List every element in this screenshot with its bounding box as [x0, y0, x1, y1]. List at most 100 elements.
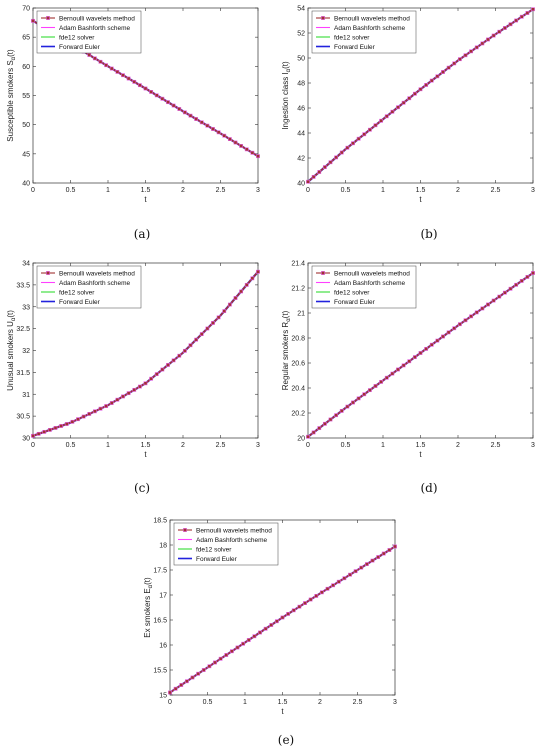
bernoulli-marker — [480, 306, 485, 311]
bernoulli-marker — [486, 302, 490, 307]
bernoulli-marker — [149, 376, 154, 381]
y-tick-label: 33.5 — [16, 282, 30, 289]
bernoulli-marker — [469, 314, 474, 319]
x-tick-label: 0.5 — [203, 699, 213, 706]
x-tick-label: 3 — [256, 442, 260, 449]
y-tick-label: 20.6 — [291, 361, 305, 368]
caption-d: (d) — [420, 481, 438, 495]
bernoulli-marker — [396, 367, 400, 372]
bernoulli-marker — [356, 396, 361, 401]
y-axis-label: Susceptible smokers Sα(t) — [6, 49, 17, 142]
bernoulli-marker — [401, 363, 406, 368]
bernoulli-marker — [190, 675, 195, 680]
bernoulli-marker — [115, 397, 120, 402]
bernoulli-marker — [491, 33, 496, 38]
bernoulli-marker — [31, 433, 35, 438]
x-tick-label: 2.5 — [491, 187, 501, 194]
y-tick-label: 18.5 — [153, 518, 167, 525]
y-tick-label: 32 — [22, 348, 30, 355]
x-tick-label: 1 — [106, 442, 110, 449]
bernoulli-marker — [59, 424, 64, 428]
bernoulli-marker — [109, 66, 114, 71]
bernoulli-marker — [390, 109, 395, 114]
bernoulli-marker — [379, 118, 384, 123]
bernoulli-marker — [362, 132, 367, 137]
bernoulli-marker — [362, 392, 367, 397]
y-tick-label: 40 — [297, 181, 305, 188]
bernoulli-marker — [104, 404, 109, 408]
bernoulli-marker — [92, 56, 97, 61]
bernoulli-marker — [121, 73, 125, 78]
bernoulli-marker — [280, 615, 285, 620]
bernoulli-marker — [263, 626, 268, 631]
bernoulli-marker — [216, 130, 221, 135]
bernoulli-marker — [244, 282, 249, 287]
bernoulli-marker — [469, 49, 474, 54]
x-tick-label: 1.5 — [416, 187, 426, 194]
x-axis-label: t — [419, 195, 422, 204]
bernoulli-marker — [435, 338, 440, 343]
y-tick-label: 45 — [22, 151, 30, 158]
y-tick-label: 21.2 — [291, 286, 305, 293]
bernoulli-marker — [258, 630, 262, 635]
bernoulli-marker — [353, 569, 358, 574]
x-tick-label: 0.5 — [66, 442, 76, 449]
legend-marker — [46, 16, 50, 20]
bernoulli-marker — [137, 384, 142, 389]
bernoulli-marker — [166, 100, 170, 105]
bernoulli-marker — [244, 147, 249, 152]
bernoulli-marker — [222, 133, 227, 138]
bernoulli-marker — [331, 583, 336, 588]
bernoulli-marker — [213, 660, 217, 665]
bernoulli-marker — [188, 343, 193, 348]
y-tick-label: 40 — [22, 181, 30, 188]
bernoulli-marker — [441, 334, 445, 339]
bernoulli-marker — [379, 379, 384, 384]
bernoulli-marker — [227, 302, 232, 307]
bernoulli-marker — [452, 61, 457, 66]
bernoulli-marker — [256, 154, 260, 159]
x-axis-label: t — [144, 450, 147, 459]
y-tick-label: 55 — [22, 93, 30, 100]
bernoulli-marker — [121, 394, 125, 399]
bernoulli-marker — [211, 321, 215, 325]
y-tick-label: 54 — [297, 6, 305, 13]
bernoulli-marker — [474, 45, 479, 50]
bernoulli-marker — [345, 404, 350, 409]
bernoulli-marker — [303, 601, 307, 606]
caption-a: (a) — [133, 227, 151, 241]
bernoulli-marker — [274, 619, 279, 624]
bernoulli-marker — [76, 417, 80, 422]
x-tick-label: 2 — [456, 187, 460, 194]
y-tick-label: 42 — [297, 156, 305, 163]
x-axis-label: t — [144, 195, 147, 204]
bernoulli-marker — [126, 391, 131, 396]
bernoulli-marker — [364, 562, 369, 567]
x-tick-label: 2.5 — [216, 442, 226, 449]
bernoulli-marker — [194, 337, 199, 342]
legend-label: Bernoulli wavelets method — [59, 270, 135, 277]
x-tick-label: 1.5 — [278, 699, 288, 706]
y-axis-label: Regular smokers Rα(t) — [281, 310, 292, 390]
y-tick-label: 16.5 — [153, 618, 167, 625]
x-tick-label: 1 — [381, 442, 385, 449]
bernoulli-marker — [132, 387, 137, 392]
bernoulli-marker — [322, 165, 327, 170]
bernoulli-marker — [154, 372, 159, 377]
x-axis-label: t — [281, 707, 284, 716]
y-tick-label: 46 — [297, 106, 305, 113]
y-tick-label: 30.5 — [16, 414, 30, 421]
bernoulli-marker — [241, 641, 246, 646]
legend-label: Forward Euler — [334, 44, 376, 51]
bernoulli-marker — [373, 123, 378, 128]
bernoulli-marker — [194, 117, 199, 121]
bernoulli-marker — [126, 76, 131, 81]
bernoulli-marker — [98, 406, 103, 411]
bernoulli-marker — [393, 544, 397, 549]
bernoulli-marker — [109, 401, 114, 405]
bernoulli-marker — [173, 686, 178, 691]
bernoulli-marker — [514, 18, 519, 23]
x-tick-label: 1 — [106, 187, 110, 194]
bernoulli-marker — [171, 103, 176, 108]
bernoulli-marker — [81, 414, 86, 419]
